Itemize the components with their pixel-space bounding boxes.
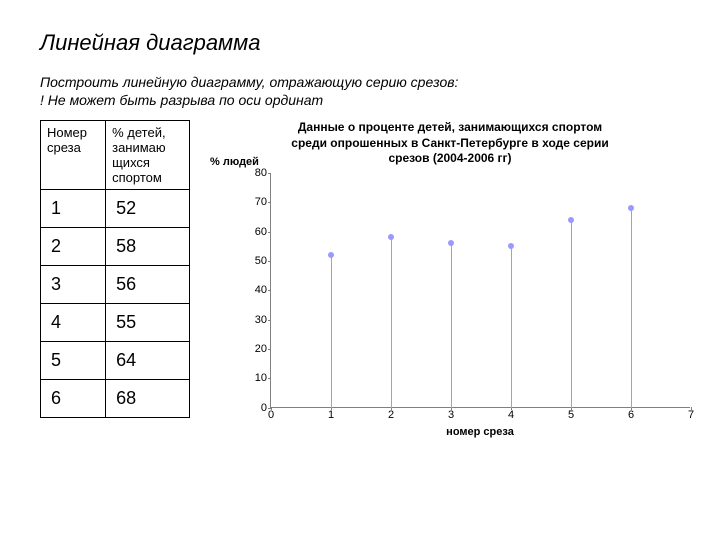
x-axis-label: номер среза: [270, 426, 690, 438]
slide-title: Линейная диаграмма: [40, 30, 690, 56]
data-marker: [568, 217, 574, 223]
stem-line: [631, 208, 632, 408]
stem-line: [451, 243, 452, 408]
plot-area: 0102030405060708001234567: [270, 173, 690, 408]
x-tick-label: 3: [448, 407, 454, 421]
stem-line: [511, 246, 512, 408]
table-row: 668: [41, 380, 190, 418]
stem-line: [331, 255, 332, 408]
data-marker: [388, 234, 394, 240]
table-row: 258: [41, 228, 190, 266]
table-cell: 1: [41, 190, 106, 228]
col-header-0: Номер среза: [41, 121, 106, 190]
table-cell: 64: [106, 342, 190, 380]
x-tick-label: 0: [268, 407, 274, 421]
table-cell: 6: [41, 380, 106, 418]
y-tick-label: 60: [255, 226, 271, 238]
y-tick-label: 70: [255, 196, 271, 208]
table-row: 356: [41, 266, 190, 304]
table-cell: 5: [41, 342, 106, 380]
y-tick-label: 50: [255, 255, 271, 267]
data-marker: [448, 240, 454, 246]
data-marker: [508, 243, 514, 249]
data-table: Номер среза % детей, занимаю щихся спорт…: [40, 120, 190, 418]
x-tick-label: 2: [388, 407, 394, 421]
table-cell: 56: [106, 266, 190, 304]
chart-container: Данные о проценте детей, занимающихся сп…: [210, 120, 690, 438]
table-row: 564: [41, 342, 190, 380]
y-tick-label: 40: [255, 284, 271, 296]
x-tick-label: 4: [508, 407, 514, 421]
table-row: 455: [41, 304, 190, 342]
table-row: 152: [41, 190, 190, 228]
col-header-1: % детей, занимаю щихся спортом: [106, 121, 190, 190]
table-cell: 4: [41, 304, 106, 342]
y-tick-label: 30: [255, 314, 271, 326]
y-tick-label: 80: [255, 167, 271, 179]
slide-warning: ! Не может быть разрыва по оси ординат: [40, 92, 690, 108]
x-tick-label: 1: [328, 407, 334, 421]
chart-title: Данные о проценте детей, занимающихся сп…: [210, 120, 690, 167]
x-tick-label: 6: [628, 407, 634, 421]
table-cell: 68: [106, 380, 190, 418]
table-header-row: Номер среза % детей, занимаю щихся спорт…: [41, 121, 190, 190]
content-row: Номер среза % детей, занимаю щихся спорт…: [40, 120, 690, 438]
y-tick-label: 20: [255, 343, 271, 355]
data-marker: [628, 205, 634, 211]
data-marker: [328, 252, 334, 258]
y-axis-label: % людей: [210, 156, 259, 168]
table-cell: 52: [106, 190, 190, 228]
y-tick-label: 10: [255, 372, 271, 384]
stem-line: [391, 237, 392, 407]
table-cell: 2: [41, 228, 106, 266]
slide-subtitle: Построить линейную диаграмму, отражающую…: [40, 74, 690, 90]
x-tick-label: 5: [568, 407, 574, 421]
table-cell: 3: [41, 266, 106, 304]
x-tick-label: 7: [688, 407, 694, 421]
stem-line: [571, 220, 572, 408]
table-cell: 55: [106, 304, 190, 342]
table-cell: 58: [106, 228, 190, 266]
